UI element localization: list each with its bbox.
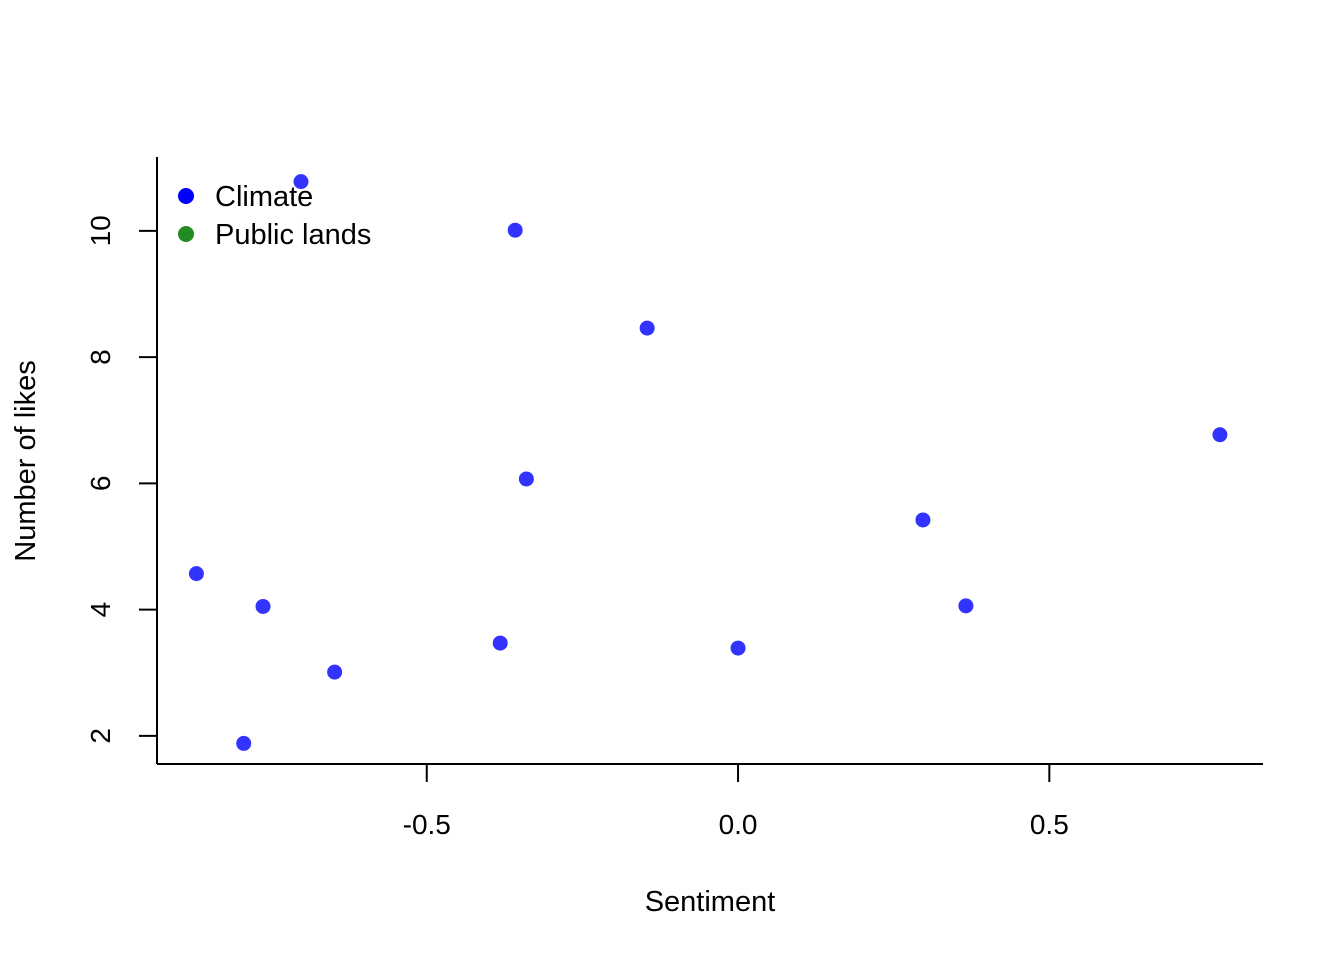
data-point bbox=[730, 640, 746, 656]
data-point bbox=[492, 635, 508, 651]
x-tick-label: 0.0 bbox=[719, 809, 758, 840]
y-axis-title: Number of likes bbox=[10, 360, 42, 561]
y-tick-label: 10 bbox=[85, 215, 116, 246]
legend-marker bbox=[178, 188, 194, 204]
data-point bbox=[236, 735, 252, 751]
y-tick-label: 6 bbox=[85, 476, 116, 492]
data-point bbox=[507, 222, 523, 238]
y-tick-label: 8 bbox=[85, 349, 116, 365]
legend-label: Climate bbox=[215, 181, 313, 213]
x-ticks: -0.5 0.0 0.5 bbox=[403, 764, 1069, 840]
legend-label: Public lands bbox=[215, 219, 371, 251]
y-tick-label: 2 bbox=[85, 728, 116, 744]
data-point bbox=[293, 174, 309, 190]
x-tick-label: 0.5 bbox=[1030, 809, 1069, 840]
data-point bbox=[639, 320, 655, 336]
data-point bbox=[188, 566, 204, 582]
x-axis-title: Sentiment bbox=[645, 886, 776, 918]
data-point bbox=[255, 598, 271, 614]
y-ticks: 2 4 6 8 10 bbox=[85, 215, 157, 744]
data-point bbox=[1212, 427, 1228, 443]
x-tick-label: -0.5 bbox=[403, 809, 451, 840]
data-point bbox=[915, 512, 931, 528]
legend-marker bbox=[178, 226, 194, 242]
y-tick-label: 4 bbox=[85, 602, 116, 618]
legend: Climate Public lands bbox=[178, 181, 371, 251]
data-points bbox=[188, 174, 1228, 751]
axes: -0.5 0.0 0.5 2 4 6 8 10 bbox=[85, 157, 1263, 840]
data-point bbox=[518, 471, 534, 487]
data-point bbox=[327, 664, 343, 680]
data-point bbox=[958, 598, 974, 614]
